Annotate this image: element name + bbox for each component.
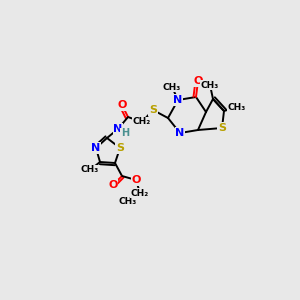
- Text: N: N: [173, 95, 183, 105]
- Text: N: N: [92, 143, 100, 153]
- Text: O: O: [108, 180, 118, 190]
- Text: CH₃: CH₃: [163, 82, 181, 91]
- Text: N: N: [176, 128, 184, 138]
- Text: CH₂: CH₂: [131, 188, 149, 197]
- Text: H: H: [121, 128, 129, 138]
- Text: N: N: [113, 124, 123, 134]
- Text: CH₂: CH₂: [133, 118, 151, 127]
- Text: S: S: [218, 123, 226, 133]
- Text: O: O: [117, 100, 127, 110]
- Text: O: O: [193, 76, 203, 86]
- Text: S: S: [116, 143, 124, 153]
- Text: CH₃: CH₃: [228, 103, 246, 112]
- Text: S: S: [149, 105, 157, 115]
- Text: CH₃: CH₃: [119, 196, 137, 206]
- Text: O: O: [131, 175, 141, 185]
- Text: CH₃: CH₃: [201, 80, 219, 89]
- Text: CH₃: CH₃: [81, 166, 99, 175]
